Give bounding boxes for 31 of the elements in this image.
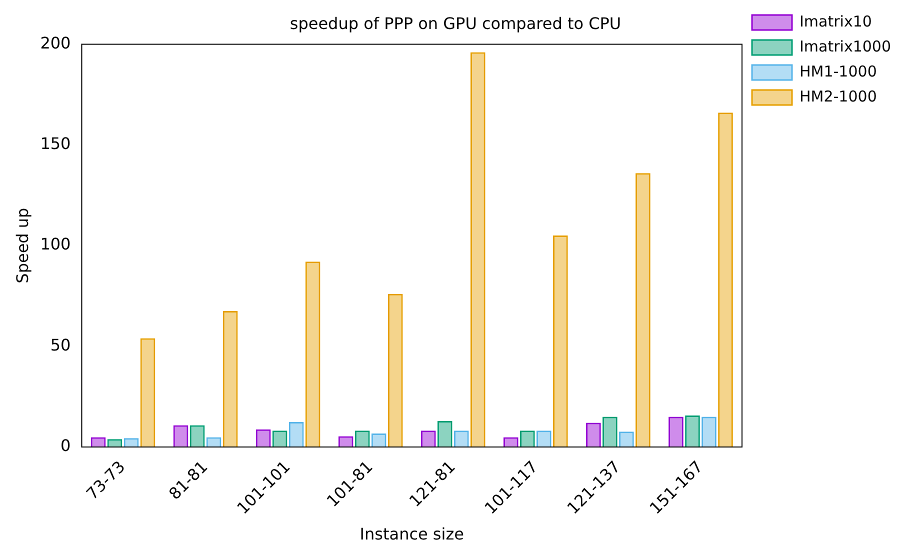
bar — [602, 416, 618, 447]
bar — [437, 420, 452, 447]
bar — [586, 422, 601, 447]
bar — [388, 294, 403, 447]
bar — [718, 112, 733, 447]
y-axis-title: Speed up — [12, 208, 32, 284]
bar — [140, 338, 156, 447]
y-tick-label: 50 — [50, 335, 71, 354]
y-tick-label: 150 — [40, 134, 71, 154]
legend-label: HM2-1000 — [800, 87, 877, 106]
bar — [470, 52, 486, 447]
bar — [553, 236, 568, 447]
bar — [685, 416, 700, 447]
bar — [702, 416, 716, 447]
y-tick-label: 200 — [40, 33, 71, 52]
bar — [636, 173, 650, 447]
bar — [173, 425, 188, 447]
x-axis-title: Instance size — [360, 524, 464, 544]
legend-label: Imatrix10 — [800, 12, 872, 30]
y-tick-label: 100 — [40, 234, 71, 254]
bar — [222, 311, 238, 447]
bar — [124, 438, 139, 447]
legend-label: Imatrix1000 — [800, 37, 892, 56]
bar — [288, 422, 304, 447]
bar — [305, 262, 320, 447]
legend-label: HM1-1000 — [800, 62, 877, 80]
bar — [107, 439, 122, 447]
y-tick-label: 0 — [60, 436, 71, 456]
bar — [668, 416, 684, 447]
chart-title: speedup of PPP on GPU compared to CPU — [290, 14, 622, 33]
bar — [190, 425, 205, 447]
